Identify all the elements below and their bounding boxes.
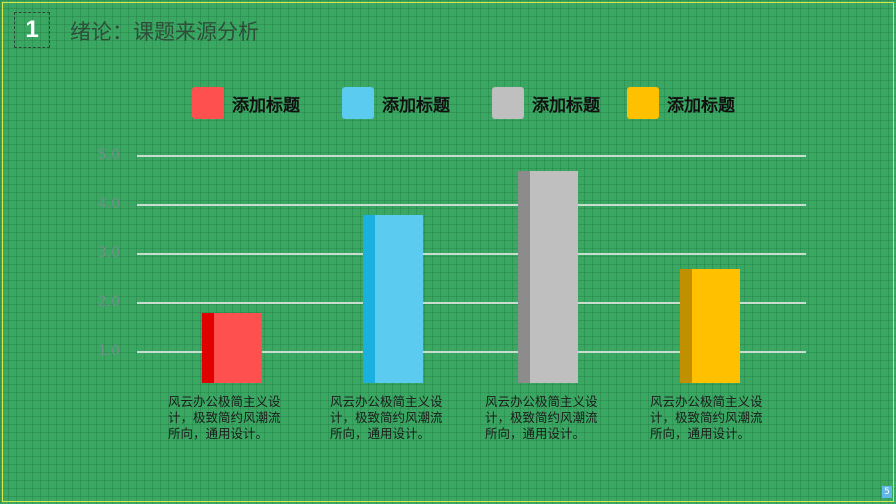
y-tick-label: 3.0 — [97, 245, 120, 261]
bar-description: 风云办公极简主义设计，极致简约风潮流所向，通用设计。 — [650, 394, 763, 441]
y-tick-label: 1.0 — [97, 343, 120, 359]
legend-item: 添加标题 — [342, 87, 450, 119]
page-title: 绪论：课题来源分析 — [70, 20, 259, 44]
legend-swatch — [192, 87, 224, 119]
bar-side — [518, 170, 530, 383]
page-number: 5 — [882, 486, 892, 498]
legend-label: 添加标题 — [667, 95, 735, 116]
bar-description: 风云办公极简主义设计，极致简约风潮流所向，通用设计。 — [330, 394, 443, 441]
gridline — [137, 302, 806, 304]
legend-swatch — [492, 87, 524, 119]
y-tick-label: 5.0 — [97, 147, 120, 163]
bar — [363, 214, 423, 383]
bar-description: 风云办公极简主义设计，极致简约风潮流所向，通用设计。 — [485, 394, 598, 441]
legend-label: 添加标题 — [532, 95, 600, 116]
legend-item: 添加标题 — [192, 87, 300, 119]
legend-item: 添加标题 — [492, 87, 600, 119]
bar — [202, 312, 262, 383]
legend-swatch — [342, 87, 374, 119]
legend-swatch — [627, 87, 659, 119]
y-tick-label: 2.0 — [97, 294, 120, 310]
legend-item: 添加标题 — [627, 87, 735, 119]
bar-side — [202, 312, 214, 383]
gridline — [137, 351, 806, 353]
gridline — [137, 253, 806, 255]
bar — [518, 170, 578, 383]
gridline — [137, 155, 806, 157]
gridline — [137, 204, 806, 206]
bar-side — [680, 268, 692, 383]
legend-label: 添加标题 — [382, 95, 450, 116]
bar-side — [363, 214, 375, 383]
legend-label: 添加标题 — [232, 95, 300, 116]
bar — [680, 268, 740, 383]
bar-description: 风云办公极简主义设计，极致简约风潮流所向，通用设计。 — [168, 394, 281, 441]
y-tick-label: 4.0 — [97, 196, 120, 212]
section-number: 1 — [14, 12, 50, 48]
